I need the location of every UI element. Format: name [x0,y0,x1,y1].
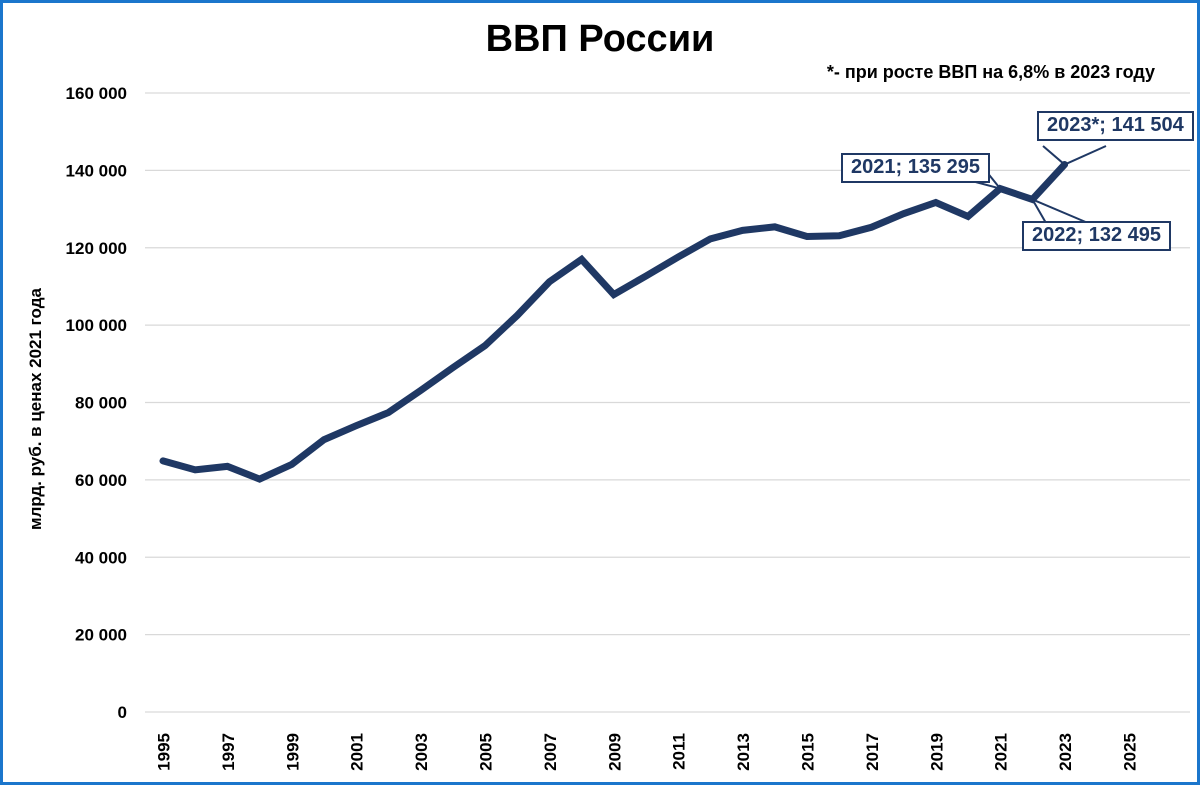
y-tick-label: 40 000 [75,548,127,567]
x-tick-label: 2017 [863,733,882,771]
x-tick-label: 1995 [155,733,174,771]
x-tick-label: 2009 [605,733,624,771]
y-axis-tick-labels: 0 20 000 40 000 60 000 80 000 100 000 120 000 1… [66,84,127,722]
footnote-annotation: *- при росте ВВП на 6,8% в 2023 году [826,62,1155,82]
x-tick-label: 2023 [1056,733,1075,771]
data-label-2021: 2021; 135 295 [841,153,991,183]
x-tick-label: 2005 [477,733,496,771]
y-tick-label: 20 000 [75,626,127,645]
leader-line [1042,145,1066,166]
data-label-2023: 2023*; 141 504 [1037,111,1194,141]
y-axis-title: млрд. руб. в ценах 2021 года [26,288,45,530]
x-tick-label: 2007 [541,733,560,771]
x-tick-label: 2025 [1121,733,1140,771]
x-tick-label: 1999 [283,733,302,771]
x-tick-label: 1997 [219,733,238,771]
y-tick-label: 120 000 [66,239,127,258]
x-tick-label: 2001 [348,733,367,771]
y-tick-label: 80 000 [75,394,127,413]
leader-line [1064,145,1107,166]
y-tick-label: 60 000 [75,471,127,490]
leader-line [1032,198,1089,224]
chart-title: ВВП России [485,18,715,60]
x-tick-label: 2015 [799,733,818,771]
y-tick-label: 100 000 [66,316,127,335]
y-tick-label: 140 000 [66,161,127,180]
x-tick-label: 2003 [412,733,431,771]
y-tick-label: 160 000 [66,84,127,103]
data-label-2022: 2022; 132 495 [1022,221,1172,251]
y-tick-label: 0 [118,703,127,722]
x-tick-label: 2013 [734,733,753,771]
gdp-line-series [159,161,1069,483]
x-tick-label: 2021 [992,733,1011,771]
leader-line [1031,198,1047,224]
x-axis-tick-labels: 1995 1997 1999 2001 2003 2005 2007 2009 2011 2013… [155,733,1140,771]
x-tick-label: 2019 [927,733,946,771]
x-tick-label: 2011 [670,733,689,770]
gridlines [145,92,1190,713]
